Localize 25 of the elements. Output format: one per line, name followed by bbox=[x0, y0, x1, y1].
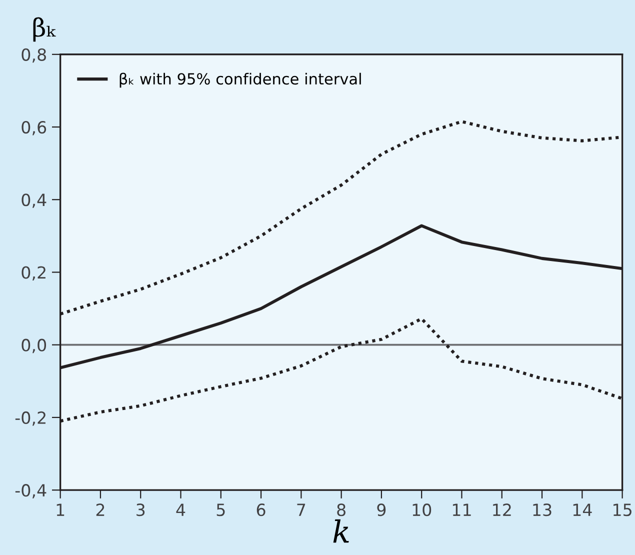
y-tick-label: 0,6 bbox=[22, 120, 46, 136]
x-tick-label: 9 bbox=[377, 504, 386, 516]
y-tick-label: 0,4 bbox=[22, 194, 46, 208]
x-tick-label: 10 bbox=[412, 504, 432, 516]
y-tick-label: 0,8 bbox=[22, 48, 46, 63]
x-tick-label: 4 bbox=[176, 504, 186, 516]
x-tick-label: 11 bbox=[452, 504, 471, 516]
y-tick-label: 0,2 bbox=[22, 266, 46, 280]
x-tick-label: 2 bbox=[96, 504, 104, 516]
legend-label: βₖ with 95% confidence interval bbox=[120, 72, 361, 88]
y-axis-title: βₖ bbox=[33, 17, 56, 42]
x-tick-label: 5 bbox=[216, 504, 225, 516]
x-tick-label: 1 bbox=[56, 504, 64, 516]
x-tick-label: 13 bbox=[533, 504, 552, 516]
x-tick-label: 8 bbox=[337, 504, 346, 516]
x-tick-label: 3 bbox=[136, 504, 145, 516]
x-tick-label: 6 bbox=[256, 504, 266, 516]
y-tick-label: -0,2 bbox=[15, 411, 46, 426]
x-tick-label: 14 bbox=[573, 504, 592, 516]
x-tick-label: 12 bbox=[493, 504, 511, 516]
y-tick-label: 0,0 bbox=[22, 338, 46, 354]
x-tick-label: 7 bbox=[297, 504, 306, 516]
x-axis-title: k bbox=[333, 519, 349, 543]
y-tick-label: -0,4 bbox=[15, 484, 46, 498]
x-tick-label: 15 bbox=[614, 504, 632, 516]
